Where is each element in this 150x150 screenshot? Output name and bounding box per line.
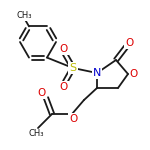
Text: N: N <box>93 68 101 78</box>
Text: O: O <box>69 114 77 124</box>
Text: O: O <box>130 69 138 79</box>
Text: O: O <box>60 82 68 92</box>
Text: O: O <box>125 38 133 48</box>
Text: S: S <box>69 63 76 73</box>
Text: O: O <box>60 44 68 54</box>
Text: CH₃: CH₃ <box>28 129 44 138</box>
Text: O: O <box>37 88 45 98</box>
Text: CH₃: CH₃ <box>16 11 32 20</box>
